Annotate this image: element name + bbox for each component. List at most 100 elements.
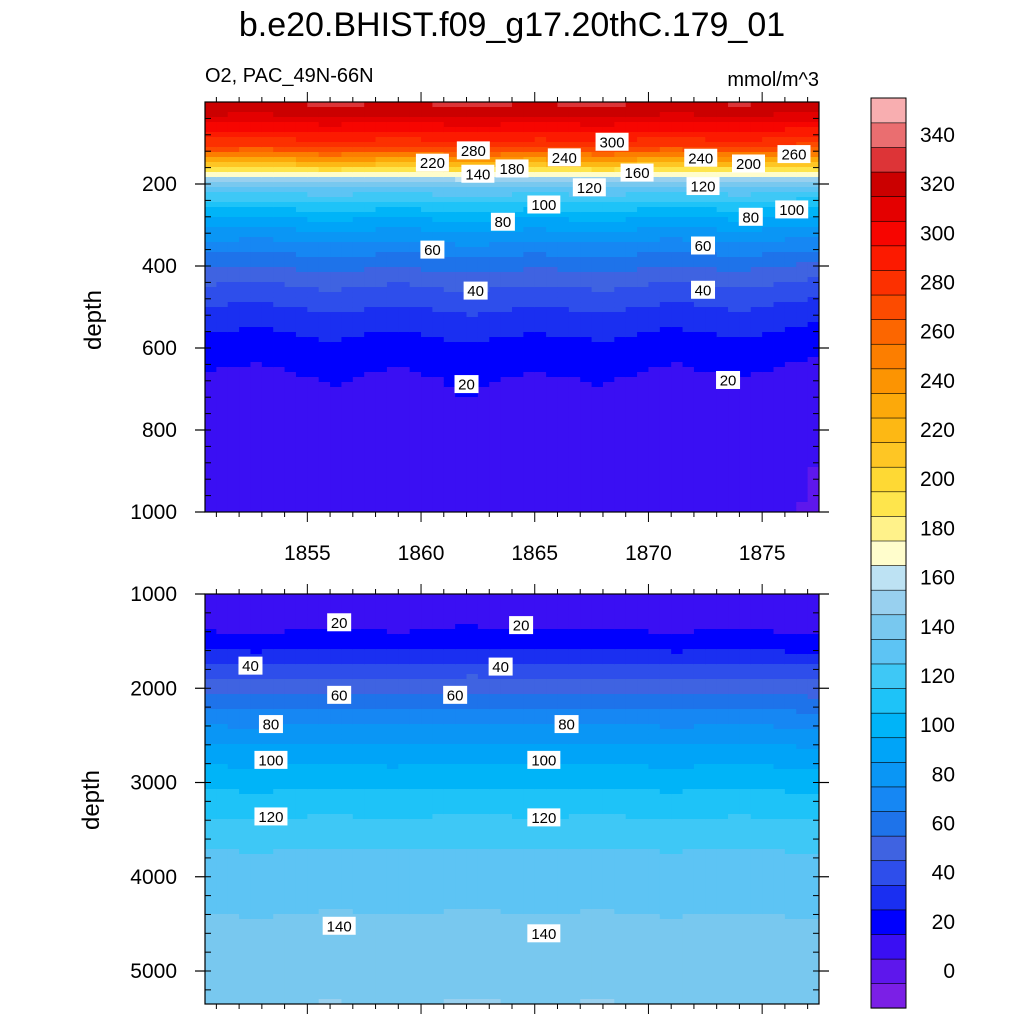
contour-cell: [625, 232, 638, 238]
contour-cell: [637, 342, 650, 348]
contour-cell: [796, 117, 809, 123]
contour-cell: [443, 137, 456, 143]
contour-cell: [682, 392, 695, 398]
contour-cell: [477, 232, 490, 238]
contour-cell: [341, 422, 354, 428]
contour-cell: [341, 402, 354, 408]
contour-cell: [489, 187, 502, 193]
contour-cell: [773, 367, 786, 373]
contour-cell: [432, 217, 445, 223]
contour-cell: [341, 307, 354, 313]
contour-cell: [477, 252, 490, 258]
contour-cell: [318, 317, 331, 323]
contour-cell: [716, 187, 729, 193]
contour-cell: [375, 437, 388, 443]
contour-cell: [773, 247, 786, 253]
contour-cell: [330, 232, 343, 238]
contour-cell: [352, 252, 365, 258]
contour-cell: [421, 352, 434, 358]
contour-cell: [557, 322, 570, 328]
contour-cell: [659, 152, 672, 158]
contour-cell: [614, 267, 627, 273]
contour-cell: [659, 112, 672, 118]
contour-cell: [307, 352, 320, 358]
contour-cell: [682, 262, 695, 268]
contour-cell: [523, 127, 536, 133]
contour-cell: [512, 337, 524, 343]
contour-cell: [512, 457, 524, 463]
contour-cell: [295, 332, 308, 338]
contour-cell: [534, 177, 547, 183]
contour-cell: [716, 237, 729, 243]
contour-cell: [398, 392, 411, 398]
contour-cell: [648, 302, 661, 308]
contour-cell: [489, 362, 502, 368]
contour-cell: [671, 187, 684, 193]
contour-cell: [716, 327, 729, 333]
contour-cell: [591, 387, 604, 393]
contour-cell: [580, 332, 593, 338]
contour-cell: [671, 452, 684, 458]
contour-cell: [216, 127, 229, 133]
contour-cell: [602, 417, 615, 423]
contour-cell: [568, 222, 581, 228]
contour-cell: [648, 372, 661, 378]
contour-cell: [477, 247, 490, 253]
contour-cell: [330, 252, 343, 258]
contour-cell: [648, 137, 661, 143]
contour-label-text: 140: [465, 166, 490, 183]
contour-cell: [602, 167, 615, 173]
contour-cell: [227, 859, 240, 865]
contour-cell: [477, 257, 490, 263]
contour-cell: [705, 362, 718, 368]
contour-cell: [500, 432, 513, 438]
contour-cell: [330, 407, 343, 413]
contour-cell: [750, 287, 763, 293]
contour-cell: [330, 132, 343, 138]
contour-cell: [227, 182, 240, 188]
contour-cell: [352, 352, 365, 358]
contour-cell: [295, 157, 308, 163]
contour-cell: [648, 492, 661, 498]
contour-cell: [500, 262, 513, 268]
contour-cell: [318, 197, 331, 203]
contour-cell: [671, 172, 684, 178]
contour-cell: [512, 387, 524, 393]
contour-cell: [386, 192, 399, 198]
contour-cell: [318, 432, 331, 438]
contour-cell: [773, 502, 786, 508]
contour-cell: [239, 187, 252, 193]
contour-cell: [273, 272, 286, 278]
contour-cell: [273, 212, 286, 218]
contour-cell: [773, 232, 786, 238]
contour-cell: [762, 417, 775, 423]
contour-cell: [716, 322, 729, 328]
contour-cell: [807, 297, 819, 303]
contour-cell: [477, 187, 490, 193]
contour-cell: [523, 347, 536, 353]
contour-label-box: [716, 370, 741, 389]
contour-cell: [682, 482, 695, 488]
contour-cell: [784, 342, 797, 348]
contour-cell: [568, 297, 581, 303]
contour-cell: [807, 317, 819, 323]
contour-cell: [364, 497, 377, 503]
contour-cell: [591, 392, 604, 398]
contour-cell: [625, 382, 638, 388]
contour-cell: [227, 839, 240, 845]
contour-cell: [489, 262, 502, 268]
contour-cell: [637, 422, 650, 428]
contour-cell: [512, 437, 524, 443]
contour-cell: [307, 337, 320, 343]
contour-cell: [739, 332, 752, 338]
contour-cell: [693, 307, 706, 313]
contour-cell: [364, 467, 377, 473]
contour-cell: [364, 367, 377, 373]
contour-cell: [591, 242, 604, 248]
contour-cell: [568, 497, 581, 503]
contour-cell: [648, 402, 661, 408]
contour-cell: [659, 327, 672, 333]
contour-cell: [512, 342, 524, 348]
contour-cell: [728, 317, 741, 323]
contour-cell: [216, 749, 229, 755]
